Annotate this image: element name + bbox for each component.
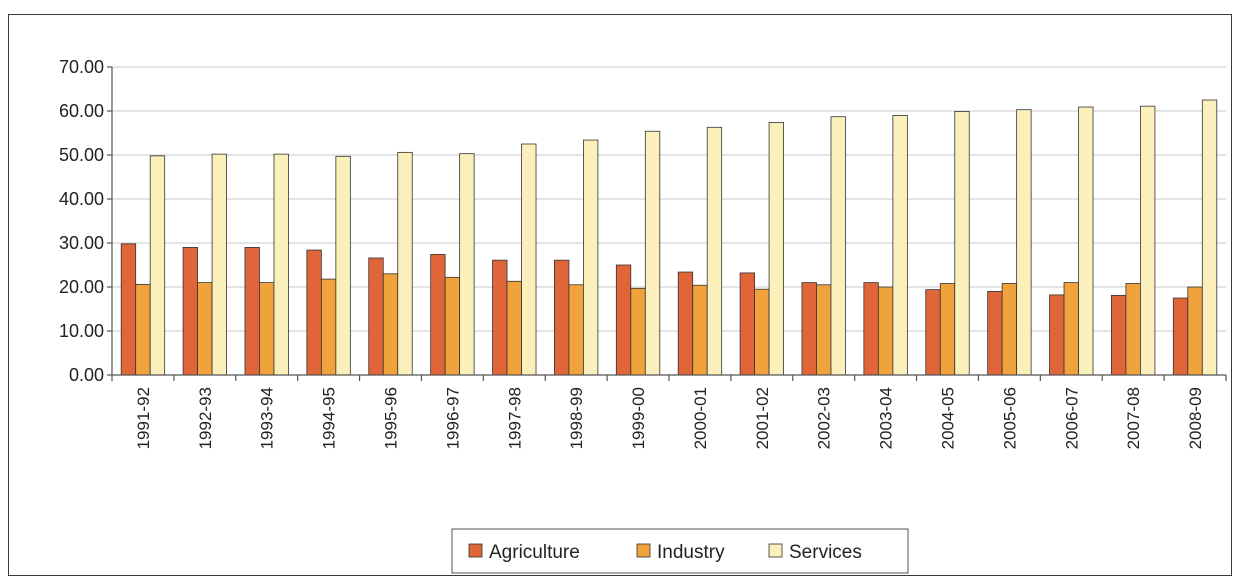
bar-industry-2000-01 — [692, 284, 708, 376]
bar-services-2006-07 — [1078, 106, 1094, 376]
x-tick-label: 1997-98 — [505, 387, 524, 449]
y-tick-label: 70.00 — [59, 57, 104, 77]
legend-label-agriculture: Agriculture — [489, 542, 580, 563]
x-axis-ticks: 1991-92 1992-93 1993-94 1994-95 1995-96 1996-… — [134, 387, 1205, 449]
bar-services-1998-99 — [583, 139, 599, 376]
bar-agriculture-2001-02 — [739, 272, 755, 376]
bar-industry-2006-07 — [1063, 282, 1079, 376]
legend-swatch-industry — [636, 543, 651, 558]
bar-services-2008-09 — [1201, 99, 1218, 376]
bar-industry-1995-96 — [382, 273, 399, 376]
x-tick-label: 1999-00 — [629, 387, 648, 449]
bar-agriculture-2005-06 — [987, 290, 1003, 376]
bar-agriculture-2006-07 — [1049, 294, 1065, 376]
y-tick-label: 60.00 — [59, 101, 104, 121]
y-axis-ticks: 0.00 10.00 20.00 30.00 40.00 50.00 60.00 70.00 — [59, 57, 104, 385]
bar-industry-1993-94 — [259, 282, 275, 376]
legend: Agriculture Industry Services — [451, 528, 909, 574]
x-tick-label: 1996-97 — [443, 387, 462, 449]
x-tick-label: 2004-05 — [939, 387, 958, 449]
x-tick-label: 2002-03 — [815, 387, 834, 449]
x-tick-label: 1992-93 — [196, 387, 215, 449]
bar-agriculture-1991-92 — [120, 243, 137, 376]
bar-services-1994-95 — [335, 155, 351, 376]
gridlines — [112, 66, 1226, 332]
bar-services-1991-92 — [149, 155, 166, 376]
x-tick-label: 2003-04 — [877, 387, 896, 449]
y-tick-label: 40.00 — [59, 189, 104, 209]
bar-agriculture-2004-05 — [925, 289, 941, 376]
axes — [107, 66, 1227, 381]
bar-industry-2007-08 — [1125, 283, 1141, 376]
legend-label-industry: Industry — [657, 542, 725, 563]
bar-agriculture-1998-99 — [554, 259, 570, 376]
bar-industry-1998-99 — [568, 284, 584, 376]
bar-industry-2002-03 — [816, 284, 832, 376]
bar-agriculture-1994-95 — [306, 249, 322, 376]
bar-services-2007-08 — [1140, 105, 1156, 376]
bars — [120, 99, 1218, 376]
bar-industry-1999-00 — [630, 287, 646, 376]
bar-services-2004-05 — [954, 111, 970, 376]
x-tick-label: 2007-08 — [1124, 387, 1143, 449]
bar-chart: 0.0010.0020.0030.0040.0050.0060.0070.00 … — [59, 57, 1227, 574]
bar-agriculture-1993-94 — [244, 246, 260, 376]
x-tick-label: 2008-09 — [1186, 387, 1205, 449]
y-tick-label: 30.00 — [59, 233, 104, 253]
x-tick-label: 1991-92 — [134, 387, 153, 449]
bar-agriculture-1997-98 — [492, 259, 508, 376]
x-tick-label: 1998-99 — [567, 387, 586, 449]
bar-industry-2003-04 — [877, 286, 894, 376]
legend-swatch-services — [768, 543, 783, 558]
bar-industry-2005-06 — [1001, 283, 1018, 376]
legend-swatch-agriculture — [468, 543, 483, 558]
bar-industry-1996-97 — [444, 276, 461, 376]
x-tick-label: 1994-95 — [320, 387, 339, 449]
y-tick-label: 0.00 — [69, 365, 104, 385]
bar-agriculture-1992-93 — [182, 246, 198, 376]
legend-box — [451, 528, 909, 574]
bar-services-1996-97 — [459, 153, 475, 376]
bar-agriculture-2003-04 — [863, 282, 879, 376]
x-tick-label: 2000-01 — [691, 387, 710, 449]
bar-industry-2001-02 — [754, 288, 770, 376]
bar-services-2003-04 — [892, 115, 908, 376]
bar-industry-1992-93 — [197, 282, 213, 376]
bar-services-1999-00 — [644, 130, 661, 376]
bar-services-2002-03 — [830, 116, 846, 376]
bar-industry-1994-95 — [320, 278, 337, 376]
bar-services-2001-02 — [768, 122, 784, 376]
x-tick-label: 2005-06 — [1000, 387, 1019, 449]
x-tick-label: 1993-94 — [258, 387, 277, 449]
y-tick-label: 50.00 — [59, 145, 104, 165]
bar-agriculture-2000-01 — [677, 271, 694, 376]
bar-agriculture-1995-96 — [368, 257, 384, 376]
bar-services-1997-98 — [521, 143, 537, 376]
y-tick-label: 20.00 — [59, 277, 104, 297]
bar-services-1995-96 — [397, 151, 413, 376]
x-tick-label: 1995-96 — [382, 387, 401, 449]
x-tick-label: 2006-07 — [1062, 387, 1081, 449]
bar-industry-2004-05 — [939, 283, 956, 376]
bar-agriculture-2002-03 — [801, 282, 817, 376]
bar-agriculture-2008-09 — [1172, 297, 1189, 376]
x-tick-label: 2001-02 — [753, 387, 772, 449]
bar-agriculture-1996-97 — [430, 254, 446, 376]
bar-services-2005-06 — [1016, 109, 1032, 376]
bar-industry-2008-09 — [1187, 286, 1203, 376]
y-tick-label: 10.00 — [59, 321, 104, 341]
bar-agriculture-2007-08 — [1111, 294, 1127, 376]
chart-frame: 0.00 10.00 20.00 30.00 40.00 50.00 60.00 70.00 … — [8, 14, 1232, 576]
bar-services-1993-94 — [273, 153, 289, 376]
legend-label-services: Services — [789, 542, 862, 563]
bar-industry-1991-92 — [135, 283, 151, 376]
bar-services-2000-01 — [706, 126, 723, 376]
bar-agriculture-1999-00 — [615, 264, 632, 376]
bar-services-1992-93 — [211, 153, 227, 376]
bar-industry-1997-98 — [506, 280, 522, 376]
